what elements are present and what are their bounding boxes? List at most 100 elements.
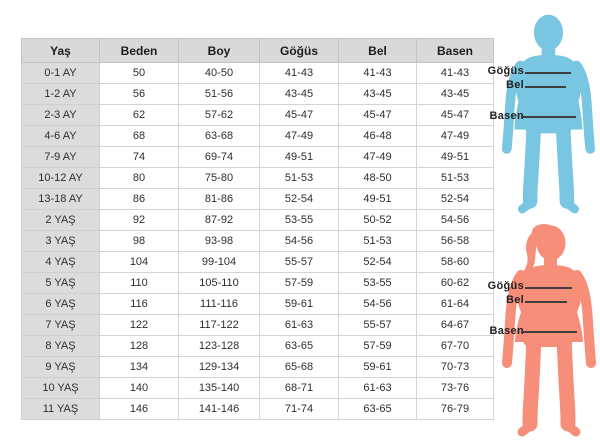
column-header-height: Boy (178, 38, 260, 63)
table-cell: 54-56 (259, 230, 339, 252)
table-cell: 61-63 (338, 377, 417, 399)
table-cell: 54-56 (416, 209, 494, 231)
table-cell: 58-60 (416, 251, 494, 273)
size-table-header: Yaş Beden Boy Göğüs Bel Basen (21, 38, 494, 63)
row-header-cell: 5 YAŞ (21, 272, 100, 294)
table-cell: 129-134 (178, 356, 260, 378)
table-cell: 116 (99, 293, 179, 315)
table-cell: 122 (99, 314, 179, 336)
table-cell: 43-45 (338, 83, 417, 105)
row-header-cell: 9 YAŞ (21, 356, 100, 378)
boy-waist-label: Bel (505, 79, 524, 91)
table-row: 4-6 AY 68 63-68 47-49 46-48 47-49 (21, 125, 494, 147)
table-cell: 59-61 (338, 356, 417, 378)
table-cell: 57-59 (259, 272, 339, 294)
boy-hip-label: Basen (489, 110, 524, 122)
table-cell: 48-50 (338, 167, 417, 189)
table-row: 1-2 AY 56 51-56 43-45 43-45 43-45 (21, 83, 494, 105)
table-cell: 86 (99, 188, 179, 210)
table-cell: 67-70 (416, 335, 494, 357)
row-header-cell: 1-2 AY (21, 83, 100, 105)
header-row: Yaş Beden Boy Göğüs Bel Basen (21, 38, 494, 63)
table-cell: 47-49 (416, 125, 494, 147)
table-row: 4 YAŞ 104 99-104 55-57 52-54 58-60 (21, 251, 494, 273)
table-cell: 41-43 (338, 62, 417, 84)
table-cell: 49-51 (338, 188, 417, 210)
table-cell: 81-86 (178, 188, 260, 210)
table-cell: 63-65 (338, 398, 417, 420)
table-cell: 63-65 (259, 335, 339, 357)
table-cell: 51-56 (178, 83, 260, 105)
column-header-size: Beden (99, 38, 179, 63)
girl-hip-measure-line (521, 331, 577, 333)
table-cell: 56 (99, 83, 179, 105)
table-cell: 54-56 (338, 293, 417, 315)
table-cell: 50-52 (338, 209, 417, 231)
table-cell: 49-51 (259, 146, 339, 168)
table-cell: 111-116 (178, 293, 260, 315)
table-cell: 47-49 (259, 125, 339, 147)
row-header-cell: 4 YAŞ (21, 251, 100, 273)
row-header-cell: 4-6 AY (21, 125, 100, 147)
row-header-cell: 11 YAŞ (21, 398, 100, 420)
boy-hip-measure-line (521, 116, 576, 118)
table-cell: 75-80 (178, 167, 260, 189)
table-cell: 61-64 (416, 293, 494, 315)
table-row: 0-1 AY 50 40-50 41-43 41-43 41-43 (21, 62, 494, 84)
table-cell: 99-104 (178, 251, 260, 273)
table-cell: 52-54 (259, 188, 339, 210)
table-cell: 73-76 (416, 377, 494, 399)
table-cell: 51-53 (416, 167, 494, 189)
row-header-cell: 8 YAŞ (21, 335, 100, 357)
table-cell: 104 (99, 251, 179, 273)
table-cell: 62 (99, 104, 179, 126)
table-cell: 52-54 (338, 251, 417, 273)
row-header-cell: 0-1 AY (21, 62, 100, 84)
table-cell: 92 (99, 209, 179, 231)
table-cell: 63-68 (178, 125, 260, 147)
table-cell: 45-47 (259, 104, 339, 126)
table-cell: 80 (99, 167, 179, 189)
row-header-cell: 13-18 AY (21, 188, 100, 210)
table-row: 10 YAŞ 140 135-140 68-71 61-63 73-76 (21, 377, 494, 399)
girl-chest-measure-line (525, 287, 572, 289)
column-header-waist: Bel (338, 38, 417, 63)
table-cell: 47-49 (338, 146, 417, 168)
boy-chest-label: Göğüs (487, 65, 524, 77)
table-cell: 74 (99, 146, 179, 168)
row-header-cell: 10 YAŞ (21, 377, 100, 399)
table-row: 3 YAŞ 98 93-98 54-56 51-53 56-58 (21, 230, 494, 252)
table-row: 5 YAŞ 110 105-110 57-59 53-55 60-62 (21, 272, 494, 294)
table-cell: 52-54 (416, 188, 494, 210)
table-cell: 135-140 (178, 377, 260, 399)
row-header-cell: 3 YAŞ (21, 230, 100, 252)
table-row: 2 YAŞ 92 87-92 53-55 50-52 54-56 (21, 209, 494, 231)
table-cell: 51-53 (338, 230, 417, 252)
table-row: 10-12 AY 80 75-80 51-53 48-50 51-53 (21, 167, 494, 189)
table-cell: 128 (99, 335, 179, 357)
table-cell: 57-62 (178, 104, 260, 126)
girl-hip-label: Basen (489, 325, 524, 337)
column-header-chest: Göğüs (259, 38, 339, 63)
table-cell: 140 (99, 377, 179, 399)
table-cell: 43-45 (259, 83, 339, 105)
boy-chest-measure-line (525, 72, 571, 74)
row-header-cell: 7 YAŞ (21, 314, 100, 336)
table-cell: 110 (99, 272, 179, 294)
table-cell: 98 (99, 230, 179, 252)
table-cell: 40-50 (178, 62, 260, 84)
girl-silhouette-graphic (502, 224, 596, 437)
table-cell: 65-68 (259, 356, 339, 378)
size-table: Yaş Beden Boy Göğüs Bel Basen 0-1 AY 50 40… (21, 38, 494, 420)
table-cell: 123-128 (178, 335, 260, 357)
table-cell: 53-55 (338, 272, 417, 294)
table-row: 13-18 AY 86 81-86 52-54 49-51 52-54 (21, 188, 494, 210)
girl-waist-measure-line (525, 301, 567, 303)
table-cell: 146 (99, 398, 179, 420)
table-cell: 71-74 (259, 398, 339, 420)
table-cell: 41-43 (416, 62, 494, 84)
row-header-cell: 2 YAŞ (21, 209, 100, 231)
table-cell: 50 (99, 62, 179, 84)
table-cell: 70-73 (416, 356, 494, 378)
